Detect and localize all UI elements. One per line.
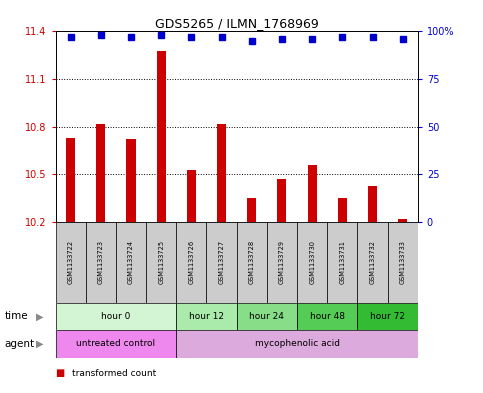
Text: GSM1133725: GSM1133725 xyxy=(158,240,164,285)
Bar xyxy=(176,222,207,303)
Bar xyxy=(86,222,116,303)
Bar xyxy=(207,222,237,303)
Text: GSM1133723: GSM1133723 xyxy=(98,241,104,284)
Text: hour 48: hour 48 xyxy=(310,312,345,321)
Bar xyxy=(237,303,297,330)
Bar xyxy=(96,123,105,222)
Bar xyxy=(56,330,176,358)
Text: GSM1133722: GSM1133722 xyxy=(68,240,73,285)
Text: GSM1133728: GSM1133728 xyxy=(249,240,255,285)
Text: mycophenolic acid: mycophenolic acid xyxy=(255,340,340,348)
Text: GSM1133731: GSM1133731 xyxy=(340,241,345,284)
Bar xyxy=(146,222,176,303)
Bar xyxy=(357,303,418,330)
Bar xyxy=(247,198,256,222)
Bar xyxy=(127,140,136,222)
Bar xyxy=(176,303,237,330)
Bar xyxy=(398,219,407,222)
Text: ▶: ▶ xyxy=(36,339,44,349)
Text: time: time xyxy=(5,311,28,321)
Title: GDS5265 / ILMN_1768969: GDS5265 / ILMN_1768969 xyxy=(155,17,319,30)
Text: ▶: ▶ xyxy=(36,311,44,321)
Bar xyxy=(217,123,226,222)
Text: GSM1133732: GSM1133732 xyxy=(369,241,375,284)
Bar xyxy=(388,222,418,303)
Bar xyxy=(237,222,267,303)
Text: hour 12: hour 12 xyxy=(189,312,224,321)
Bar xyxy=(187,170,196,222)
Bar xyxy=(297,222,327,303)
Text: GSM1133729: GSM1133729 xyxy=(279,241,285,284)
Bar xyxy=(368,185,377,222)
Bar xyxy=(357,222,388,303)
Text: hour 0: hour 0 xyxy=(101,312,130,321)
Text: untreated control: untreated control xyxy=(76,340,156,348)
Text: GSM1133724: GSM1133724 xyxy=(128,240,134,285)
Text: GSM1133733: GSM1133733 xyxy=(400,241,406,284)
Text: GSM1133726: GSM1133726 xyxy=(188,240,194,285)
Bar xyxy=(327,222,357,303)
Text: GSM1133727: GSM1133727 xyxy=(219,240,225,285)
Bar xyxy=(56,222,86,303)
Text: hour 24: hour 24 xyxy=(249,312,284,321)
Bar xyxy=(116,222,146,303)
Bar xyxy=(156,50,166,222)
Text: GSM1133730: GSM1133730 xyxy=(309,241,315,284)
Text: hour 72: hour 72 xyxy=(370,312,405,321)
Bar xyxy=(277,179,286,222)
Text: ■: ■ xyxy=(56,368,65,378)
Bar xyxy=(176,330,418,358)
Text: agent: agent xyxy=(5,339,35,349)
Text: transformed count: transformed count xyxy=(72,369,156,378)
Bar xyxy=(56,303,176,330)
Bar xyxy=(66,138,75,222)
Bar xyxy=(297,303,357,330)
Bar xyxy=(338,198,347,222)
Bar xyxy=(308,165,317,222)
Bar xyxy=(267,222,297,303)
